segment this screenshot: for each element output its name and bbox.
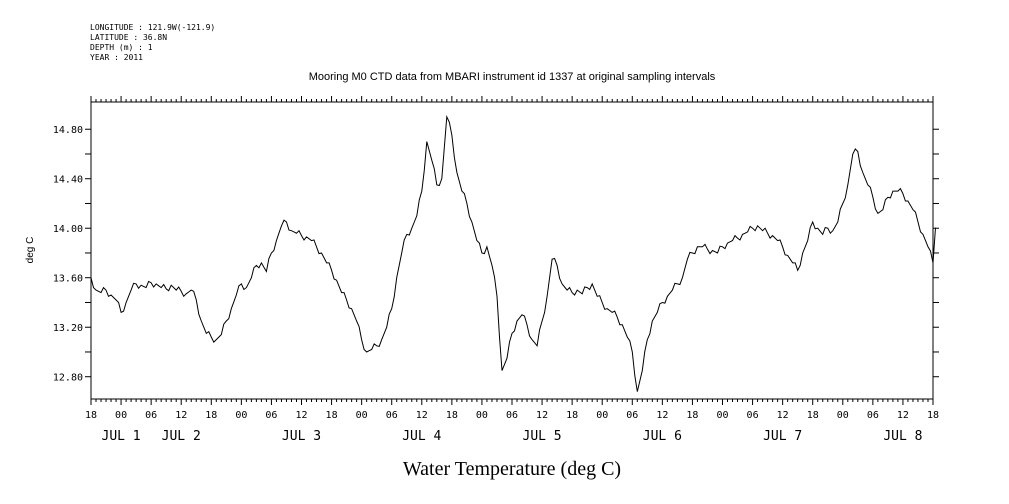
x-day-label: JUL 1 — [102, 429, 141, 444]
x-hour-tick-label: 12 — [295, 410, 307, 421]
x-hour-tick-label: 06 — [747, 410, 759, 421]
x-hour-tick-label: 06 — [867, 410, 879, 421]
x-day-label: JUL 4 — [402, 429, 441, 444]
x-axis-label: Water Temperature (deg C) — [403, 458, 621, 480]
metadata-block: LONGITUDE : 121.9W(-121.9) LATITUDE : 36… — [90, 23, 215, 62]
x-hour-tick-label: 00 — [716, 410, 728, 421]
x-hour-tick-label: 00 — [235, 410, 247, 421]
x-hour-tick-label: 06 — [386, 410, 398, 421]
x-hour-tick-label: 18 — [205, 410, 217, 421]
x-day-label: JUL 6 — [643, 429, 682, 444]
chart-title: Mooring M0 CTD data from MBARI instrumen… — [309, 71, 716, 83]
x-hour-tick-label: 12 — [175, 410, 187, 421]
depth-text: DEPTH (m) : 1 — [90, 43, 153, 52]
x-day-label: JUL 8 — [883, 429, 922, 444]
x-hour-tick-label: 18 — [927, 410, 939, 421]
x-hour-tick-label: 00 — [476, 410, 488, 421]
x-hour-tick-label: 12 — [897, 410, 909, 421]
x-day-label: JUL 2 — [162, 429, 201, 444]
x-hour-tick-label: 00 — [356, 410, 368, 421]
plot-frame — [90, 101, 934, 400]
x-hour-tick-label: 06 — [145, 410, 157, 421]
x-day-label: JUL 3 — [282, 429, 321, 444]
minor-ticks — [90, 96, 934, 405]
longitude-text: LONGITUDE : 121.9W(-121.9) — [90, 23, 215, 32]
x-axis: 18 00 06 12 18 00 06 12 18 00 06 12 18 00 06 12 18 00 06 12… — [85, 410, 939, 444]
x-hour-tick-label: 12 — [656, 410, 668, 421]
y-axis-label: deg C — [25, 237, 36, 264]
x-hour-tick-label: 18 — [326, 410, 338, 421]
y-tick-label: 14.00 — [53, 224, 83, 235]
x-hour-tick-label: 06 — [626, 410, 638, 421]
y-tick-label: 12.80 — [53, 373, 83, 384]
x-hour-tick-label: 12 — [777, 410, 789, 421]
x-hour-tick-label: 00 — [596, 410, 608, 421]
y-tick-label: 13.20 — [53, 323, 83, 334]
latitude-text: LATITUDE : 36.8N — [90, 33, 167, 42]
x-hour-tick-label: 18 — [686, 410, 698, 421]
x-hour-tick-label: 18 — [807, 410, 819, 421]
x-hour-tick-label: 00 — [115, 410, 127, 421]
x-hour-tick-label: 18 — [566, 410, 578, 421]
y-tick-label: 14.80 — [53, 125, 83, 136]
x-day-label: JUL 5 — [523, 429, 562, 444]
x-hour-tick-label: 00 — [837, 410, 849, 421]
y-tick-label: 14.40 — [53, 175, 83, 186]
water-temperature-line — [90, 114, 936, 392]
x-day-label: JUL 7 — [763, 429, 802, 444]
x-hour-tick-label: 12 — [536, 410, 548, 421]
year-text: YEAR : 2011 — [90, 53, 143, 62]
y-axis: 14.80 14.40 14.00 13.60 13.20 12.80 — [53, 125, 939, 384]
x-hour-tick-label: 06 — [265, 410, 277, 421]
y-tick-label: 13.60 — [53, 274, 83, 285]
x-hour-tick-label: 12 — [416, 410, 428, 421]
x-hour-tick-label: 18 — [85, 410, 97, 421]
x-hour-tick-label: 18 — [446, 410, 458, 421]
x-hour-tick-label: 06 — [506, 410, 518, 421]
